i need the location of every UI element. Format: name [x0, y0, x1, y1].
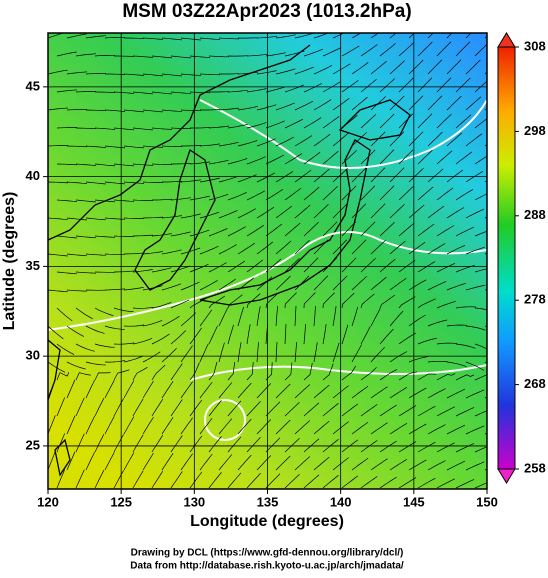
- x-tick-label: 150: [476, 494, 498, 509]
- colorbar-end: [498, 33, 515, 47]
- x-tick-label: 145: [403, 494, 425, 509]
- credit: Data from http://database.rish.kyoto-u.a…: [130, 561, 404, 572]
- y-axis-label: Latitude (degrees): [1, 192, 18, 331]
- colorbar-tick-label: 268: [524, 376, 546, 391]
- y-tick-label: 45: [26, 78, 40, 93]
- x-axis-label: Longitude (degrees): [190, 513, 344, 530]
- x-tick-label: 130: [183, 494, 205, 509]
- x-tick-label: 120: [37, 494, 59, 509]
- y-tick-label: 40: [26, 168, 40, 183]
- x-tick-label: 135: [257, 494, 279, 509]
- colorbar-tick-label: 278: [524, 292, 546, 307]
- credit: Drawing by DCL (https://www.gfd-dennou.o…: [131, 548, 404, 559]
- colorbar-tick-label: 288: [524, 207, 546, 222]
- colorbar: [498, 47, 515, 469]
- y-tick-label: 30: [26, 348, 40, 363]
- y-tick-label: 35: [26, 258, 40, 273]
- x-tick-label: 125: [110, 494, 132, 509]
- colorbar-tick-label: 308: [524, 38, 546, 53]
- x-tick-label: 140: [330, 494, 352, 509]
- streamline: [494, 481, 513, 488]
- colorbar-tick-label: 258: [524, 460, 546, 475]
- chart-title: MSM 03Z22Apr2023 (1013.2hPa): [122, 1, 411, 22]
- colorbar-tick-label: 298: [524, 123, 546, 138]
- y-tick-label: 25: [26, 437, 40, 452]
- colorbar-end: [498, 469, 515, 483]
